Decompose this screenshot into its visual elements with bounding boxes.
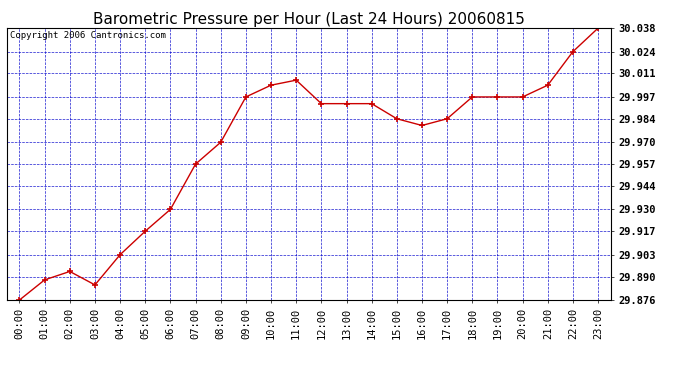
Text: Copyright 2006 Cantronics.com: Copyright 2006 Cantronics.com bbox=[10, 31, 166, 40]
Title: Barometric Pressure per Hour (Last 24 Hours) 20060815: Barometric Pressure per Hour (Last 24 Ho… bbox=[93, 12, 524, 27]
